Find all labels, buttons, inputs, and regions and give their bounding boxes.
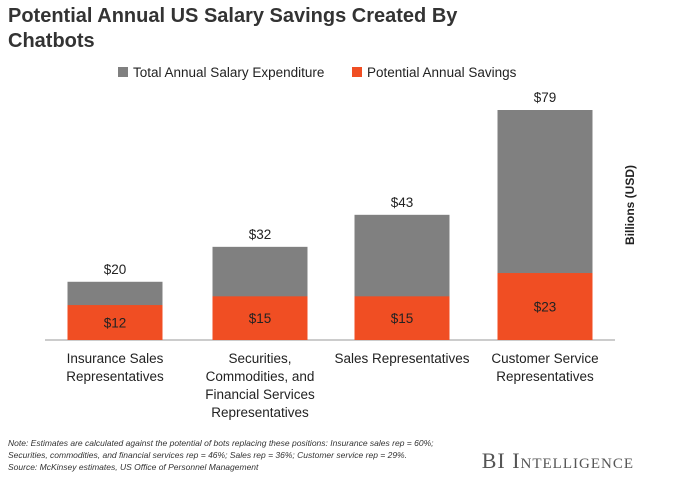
legend-label: Potential Annual Savings	[367, 65, 517, 80]
bar	[354, 296, 450, 340]
value-label: $15	[391, 311, 414, 326]
value-label: $32	[249, 227, 272, 242]
value-label: $79	[534, 90, 557, 105]
value-label: $43	[391, 195, 414, 210]
bar	[67, 305, 163, 340]
x-tick-label: Customer Service Representatives	[491, 351, 599, 384]
note-line: Note: Estimates are calculated against t…	[8, 438, 434, 448]
bar	[212, 296, 308, 340]
note-line: Source: McKinsey estimates, US Office of…	[8, 462, 259, 472]
legend-label: Total Annual Salary Expenditure	[133, 65, 324, 80]
legend-swatch	[118, 67, 128, 77]
bar	[497, 273, 593, 340]
value-label: $12	[104, 316, 127, 331]
value-label: $20	[104, 262, 127, 277]
x-tick-label: Insurance Sales Representatives	[66, 351, 164, 384]
x-tick-label: Securities, Commodities, and Financial S…	[205, 351, 315, 420]
x-tick-label: Sales Representatives	[334, 351, 470, 366]
value-label: $15	[249, 311, 272, 326]
brand: BI Intelligence	[481, 448, 634, 473]
notes: Note: Estimates are calculated against t…	[8, 437, 434, 473]
note-line: Securities, commodities, and financial s…	[8, 450, 407, 460]
legend-swatch	[352, 67, 362, 77]
value-label: $23	[534, 300, 557, 315]
y-axis-label: Billions (USD)	[623, 165, 637, 245]
chart-title: Potential Annual US Salary Savings Creat…	[8, 5, 458, 52]
